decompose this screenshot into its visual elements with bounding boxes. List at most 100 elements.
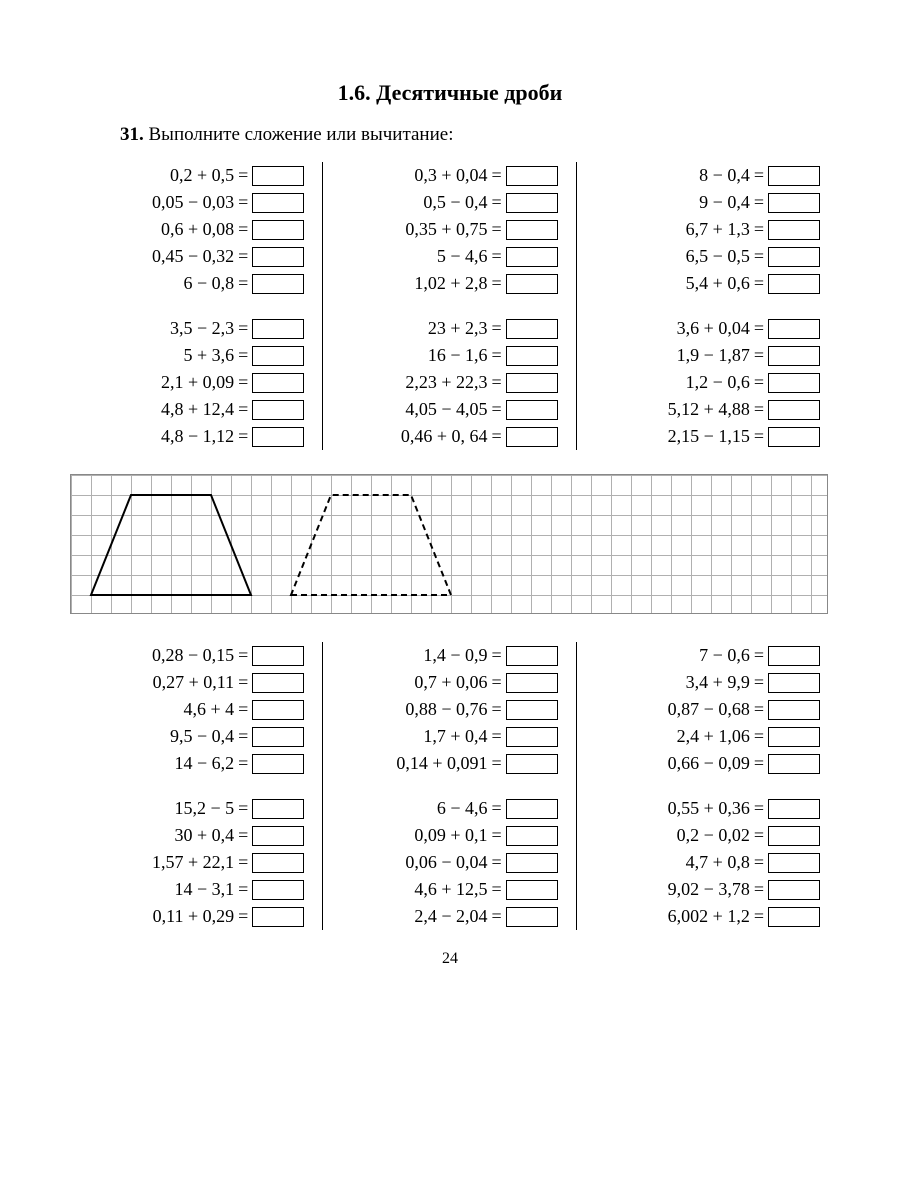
answer-box[interactable] [252,754,304,774]
expression: 2,4 + 1,06 [677,726,750,747]
equals-sign: = [491,906,501,927]
equals-sign: = [238,798,248,819]
answer-box[interactable] [506,907,558,927]
equals-sign: = [238,852,248,873]
equals-sign: = [238,399,248,420]
answer-box[interactable] [252,673,304,693]
equals-sign: = [491,345,501,366]
answer-box[interactable] [506,427,558,447]
answer-box[interactable] [768,754,820,774]
expression: 0,88 − 0,76 [405,699,487,720]
equals-sign: = [754,753,764,774]
answer-box[interactable] [768,646,820,666]
answer-box[interactable] [768,853,820,873]
equals-sign: = [491,399,501,420]
answer-box[interactable] [768,427,820,447]
equals-sign: = [238,345,248,366]
equation-row: 3,6 + 0,04= [677,318,820,339]
lower-problem-block: 0,28 − 0,15=0,27 + 0,11=4,6 + 4=9,5 − 0,… [70,642,830,930]
answer-box[interactable] [768,826,820,846]
equals-sign: = [754,399,764,420]
answer-box[interactable] [768,274,820,294]
equals-sign: = [491,852,501,873]
answer-box[interactable] [506,700,558,720]
answer-box[interactable] [252,427,304,447]
answer-box[interactable] [506,346,558,366]
answer-box[interactable] [252,853,304,873]
answer-box[interactable] [768,880,820,900]
answer-box[interactable] [768,193,820,213]
equation-row: 2,15 − 1,15= [668,426,820,447]
equals-sign: = [238,825,248,846]
answer-box[interactable] [768,373,820,393]
answer-box[interactable] [252,880,304,900]
answer-box[interactable] [506,880,558,900]
answer-box[interactable] [252,907,304,927]
answer-box[interactable] [252,166,304,186]
answer-box[interactable] [252,799,304,819]
answer-box[interactable] [252,193,304,213]
answer-box[interactable] [252,247,304,267]
answer-box[interactable] [768,907,820,927]
equation-row: 0,2 + 0,5= [170,165,304,186]
answer-box[interactable] [252,646,304,666]
equation-row: 4,05 − 4,05= [405,399,557,420]
upper-col-1: 0,2 + 0,5=0,05 − 0,03=0,6 + 0,08=0,45 − … [70,162,323,450]
answer-box[interactable] [252,400,304,420]
answer-box[interactable] [768,799,820,819]
answer-box[interactable] [506,826,558,846]
answer-box[interactable] [252,700,304,720]
equals-sign: = [754,246,764,267]
answer-box[interactable] [768,247,820,267]
answer-box[interactable] [768,400,820,420]
equation-row: 0,28 − 0,15= [152,645,304,666]
drawing-grid [70,474,828,614]
answer-box[interactable] [506,754,558,774]
answer-box[interactable] [506,220,558,240]
answer-box[interactable] [768,700,820,720]
expression: 0,09 + 0,1 [414,825,487,846]
expression: 16 − 1,6 [428,345,488,366]
equation-row: 1,4 − 0,9= [423,645,557,666]
answer-box[interactable] [252,274,304,294]
expression: 4,8 + 12,4 [161,399,234,420]
equation-row: 0,14 + 0,091= [396,753,557,774]
answer-box[interactable] [768,346,820,366]
equation-row: 5,4 + 0,6= [686,273,820,294]
answer-box[interactable] [506,400,558,420]
answer-box[interactable] [506,853,558,873]
equals-sign: = [238,219,248,240]
expression: 0,06 − 0,04 [405,852,487,873]
answer-box[interactable] [768,319,820,339]
answer-box[interactable] [252,319,304,339]
upper-problem-block: 0,2 + 0,5=0,05 − 0,03=0,6 + 0,08=0,45 − … [70,162,830,450]
expression: 6,5 − 0,5 [686,246,750,267]
problem-group: 15,2 − 5=30 + 0,4=1,57 + 22,1=14 − 3,1=0… [70,795,304,930]
answer-box[interactable] [506,727,558,747]
answer-box[interactable] [252,373,304,393]
answer-box[interactable] [252,220,304,240]
equation-row: 0,2 − 0,02= [677,825,820,846]
answer-box[interactable] [768,220,820,240]
equals-sign: = [754,879,764,900]
equation-row: 0,55 + 0,36= [668,798,820,819]
answer-box[interactable] [506,193,558,213]
answer-box[interactable] [506,319,558,339]
answer-box[interactable] [506,373,558,393]
answer-box[interactable] [506,673,558,693]
answer-box[interactable] [252,826,304,846]
answer-box[interactable] [768,727,820,747]
answer-box[interactable] [768,673,820,693]
answer-box[interactable] [252,727,304,747]
answer-box[interactable] [506,799,558,819]
answer-box[interactable] [506,274,558,294]
answer-box[interactable] [252,346,304,366]
answer-box[interactable] [506,247,558,267]
answer-box[interactable] [506,166,558,186]
expression: 0,2 − 0,02 [677,825,750,846]
equation-row: 3,5 − 2,3= [170,318,304,339]
equals-sign: = [754,645,764,666]
answer-box[interactable] [506,646,558,666]
equation-row: 4,6 + 4= [183,699,304,720]
answer-box[interactable] [768,166,820,186]
